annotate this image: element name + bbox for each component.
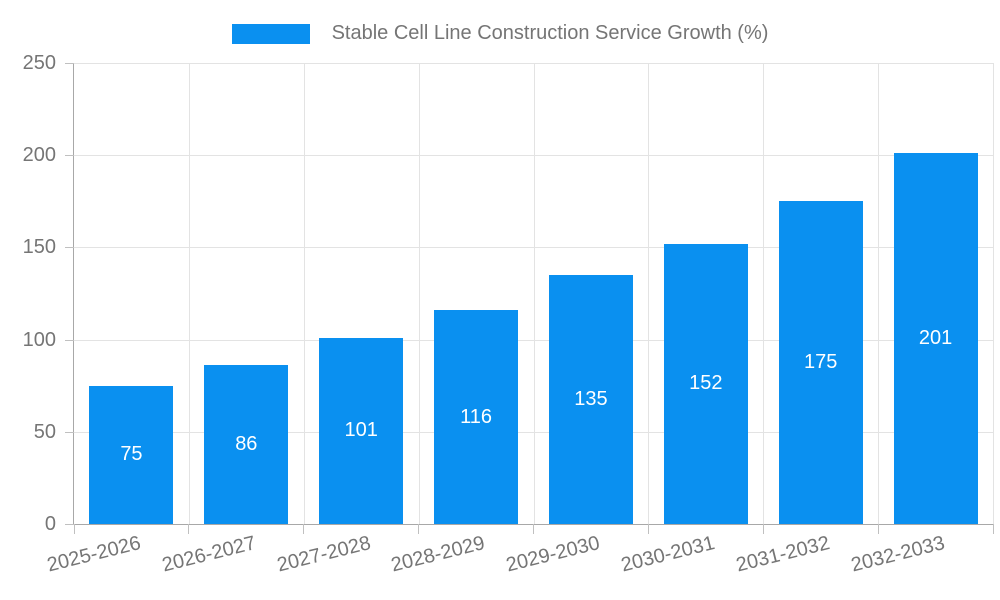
x-axis-tick xyxy=(418,524,420,534)
y-axis-tick xyxy=(65,155,74,157)
x-axis-label: 2030-2031 xyxy=(618,532,718,577)
x-axis-tick xyxy=(877,524,879,534)
x-axis-tick xyxy=(992,524,994,534)
y-axis-tick xyxy=(65,339,74,341)
plot-area: 0 50 100 150 200 250 75 2025-2026 86 2026-2027 101… xyxy=(23,52,994,576)
gridline-vertical xyxy=(648,63,650,524)
bar: 101 xyxy=(319,337,404,524)
x-axis-tick xyxy=(762,524,764,534)
legend-swatch-icon xyxy=(231,23,310,44)
bar-value-label: 201 xyxy=(918,327,953,350)
gridline-vertical xyxy=(763,63,765,524)
x-axis-tick xyxy=(73,524,75,534)
gridline-vertical xyxy=(878,63,880,524)
gridline-vertical xyxy=(188,63,190,524)
x-axis-label: 2027-2028 xyxy=(274,532,373,577)
legend-item[interactable]: Stable Cell Line Construction Service Gr… xyxy=(0,22,1000,45)
x-axis-label: 2028-2029 xyxy=(389,532,488,577)
x-axis-label: 2029-2030 xyxy=(504,532,603,577)
y-axis-tick-label: 150 xyxy=(22,236,56,259)
gridline-vertical xyxy=(303,63,305,524)
y-axis-tick xyxy=(65,247,74,249)
x-axis-tick xyxy=(647,524,649,534)
bar-value-label: 86 xyxy=(235,433,258,456)
bar-value-label: 116 xyxy=(460,405,492,428)
x-axis-label: 2032-2033 xyxy=(848,532,947,577)
bar-value-label: 135 xyxy=(574,388,608,411)
x-axis-label: 2026-2027 xyxy=(159,532,258,577)
x-axis-tick xyxy=(533,524,534,534)
bar: 201 xyxy=(893,153,978,524)
y-axis-tick-label: 200 xyxy=(22,144,56,167)
bar: 175 xyxy=(778,201,863,524)
x-axis-label: 2025-2026 xyxy=(44,532,143,577)
bar: 116 xyxy=(434,310,519,524)
y-axis-tick-label: 0 xyxy=(44,513,56,535)
y-axis-tick xyxy=(65,63,74,64)
y-axis-tick-label: 250 xyxy=(22,52,56,74)
bar: 152 xyxy=(663,243,748,524)
x-axis-label: 2031-2032 xyxy=(733,532,833,577)
gridline-vertical xyxy=(533,63,535,524)
bar-value-label: 152 xyxy=(689,372,723,395)
bar-value-label: 175 xyxy=(804,351,838,374)
y-axis-tick xyxy=(65,524,74,525)
bar: 75 xyxy=(89,385,174,524)
y-axis-tick xyxy=(65,431,74,433)
bar-value-label: 75 xyxy=(120,443,143,466)
x-axis-tick xyxy=(303,524,305,534)
y-axis-tick-label: 50 xyxy=(33,420,56,443)
y-axis-tick-label: 100 xyxy=(22,328,56,351)
gridline-vertical xyxy=(418,63,420,524)
bar: 135 xyxy=(548,275,633,524)
bar: 86 xyxy=(204,365,289,524)
legend-label: Stable Cell Line Construction Service Gr… xyxy=(331,22,769,44)
x-axis-tick xyxy=(188,524,190,534)
bar-value-label: 101 xyxy=(344,419,378,442)
